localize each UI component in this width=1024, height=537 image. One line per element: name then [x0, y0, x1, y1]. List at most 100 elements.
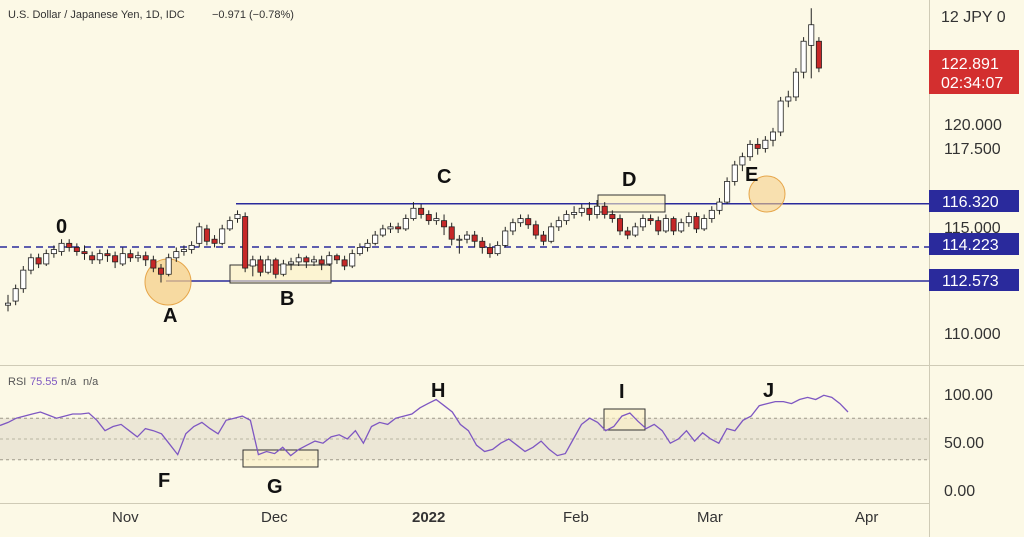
candle-up[interactable] — [578, 207, 585, 213]
candle-up[interactable] — [310, 259, 317, 263]
candle-up[interactable] — [280, 263, 287, 275]
level-badge-114[interactable] — [929, 233, 1019, 255]
candle-down[interactable] — [815, 40, 822, 69]
candle-up[interactable] — [356, 247, 363, 255]
candle-down[interactable] — [448, 226, 455, 240]
candle-down[interactable] — [693, 216, 700, 230]
candle-up[interactable] — [747, 143, 754, 158]
candle-up[interactable] — [509, 222, 516, 232]
candle-up[interactable] — [762, 139, 769, 149]
candle-up[interactable] — [517, 218, 524, 224]
candle-up[interactable] — [234, 214, 241, 219]
candle-up[interactable] — [402, 218, 409, 230]
candle-down[interactable] — [341, 259, 348, 267]
candle-up[interactable] — [119, 253, 126, 265]
candle-up[interactable] — [785, 96, 792, 102]
candle-down[interactable] — [586, 207, 593, 215]
candle-up[interactable] — [387, 226, 394, 230]
candle-down[interactable] — [318, 259, 325, 265]
candle-up[interactable] — [364, 242, 371, 248]
candle-up[interactable] — [5, 302, 11, 306]
candle-up[interactable] — [433, 218, 440, 222]
candle-down[interactable] — [257, 259, 264, 273]
candle-up[interactable] — [180, 249, 187, 252]
candle-down[interactable] — [617, 218, 624, 232]
candle-down[interactable] — [479, 240, 486, 248]
candle-up[interactable] — [372, 234, 379, 244]
candle-up[interactable] — [265, 259, 272, 273]
candle-up[interactable] — [463, 234, 470, 240]
candle-down[interactable] — [89, 255, 96, 261]
candle-up[interactable] — [410, 207, 417, 219]
candle-down[interactable] — [73, 247, 80, 252]
candle-down[interactable] — [66, 242, 73, 248]
candle-up[interactable] — [708, 209, 715, 219]
candle-up[interactable] — [27, 257, 34, 271]
candle-down[interactable] — [395, 226, 402, 230]
candle-up[interactable] — [219, 228, 226, 244]
candle-down[interactable] — [211, 238, 218, 244]
candle-up[interactable] — [173, 251, 180, 259]
candle-down[interactable] — [540, 234, 547, 242]
candle-down[interactable] — [35, 257, 42, 265]
candle-up[interactable] — [808, 24, 815, 46]
candle-down[interactable] — [532, 224, 539, 236]
candle-up[interactable] — [739, 156, 746, 166]
candle-down[interactable] — [157, 267, 164, 275]
candle-down[interactable] — [441, 220, 448, 228]
candle-up[interactable] — [43, 253, 50, 265]
candle-down[interactable] — [655, 220, 662, 232]
candle-down[interactable] — [104, 253, 111, 257]
candle-down[interactable] — [242, 216, 249, 269]
current-price-badge[interactable] — [929, 50, 1019, 94]
level-badge-116[interactable] — [929, 190, 1019, 212]
candle-down[interactable] — [624, 230, 631, 236]
candle-up[interactable] — [685, 216, 692, 224]
candle-down[interactable] — [425, 214, 432, 222]
candle-up[interactable] — [165, 257, 172, 275]
level-badge-112[interactable] — [929, 269, 1019, 291]
candle-up[interactable] — [288, 261, 295, 265]
candle-down[interactable] — [127, 253, 134, 259]
candle-up[interactable] — [135, 255, 142, 259]
candle-up[interactable] — [555, 220, 562, 228]
candle-up[interactable] — [226, 220, 233, 230]
candle-down[interactable] — [471, 234, 478, 242]
candle-down[interactable] — [418, 207, 425, 215]
candle-down[interactable] — [112, 255, 119, 263]
candle-up[interactable] — [632, 226, 639, 236]
candle-up[interactable] — [249, 259, 256, 267]
candle-down[interactable] — [203, 228, 210, 242]
candle-up[interactable] — [800, 40, 807, 73]
candle-up[interactable] — [639, 218, 646, 228]
candle-up[interactable] — [724, 181, 731, 203]
candle-up[interactable] — [662, 218, 669, 232]
candle-up[interactable] — [563, 214, 570, 222]
candle-down[interactable] — [525, 218, 532, 226]
candle-down[interactable] — [81, 251, 88, 255]
candle-down[interactable] — [303, 257, 310, 263]
candle-up[interactable] — [502, 230, 509, 246]
candle-up[interactable] — [96, 253, 103, 261]
candle-down[interactable] — [150, 259, 157, 269]
candle-up[interactable] — [716, 201, 723, 211]
candle-down[interactable] — [754, 143, 761, 149]
candle-down[interactable] — [486, 247, 493, 255]
candle-up[interactable] — [456, 238, 463, 241]
candle-down[interactable] — [142, 255, 149, 261]
candle-up[interactable] — [295, 257, 302, 263]
candle-up[interactable] — [188, 244, 195, 250]
candle-down[interactable] — [647, 218, 654, 222]
candle-up[interactable] — [731, 164, 738, 182]
candle-up[interactable] — [12, 288, 19, 302]
candle-up[interactable] — [50, 249, 57, 255]
candle-down[interactable] — [272, 259, 279, 275]
candle-down[interactable] — [609, 214, 616, 219]
candle-up[interactable] — [777, 100, 784, 133]
candle-up[interactable] — [326, 255, 333, 265]
candle-up[interactable] — [701, 218, 708, 230]
candle-down[interactable] — [333, 255, 340, 261]
candle-up[interactable] — [792, 71, 799, 98]
candle-up[interactable] — [379, 228, 386, 236]
